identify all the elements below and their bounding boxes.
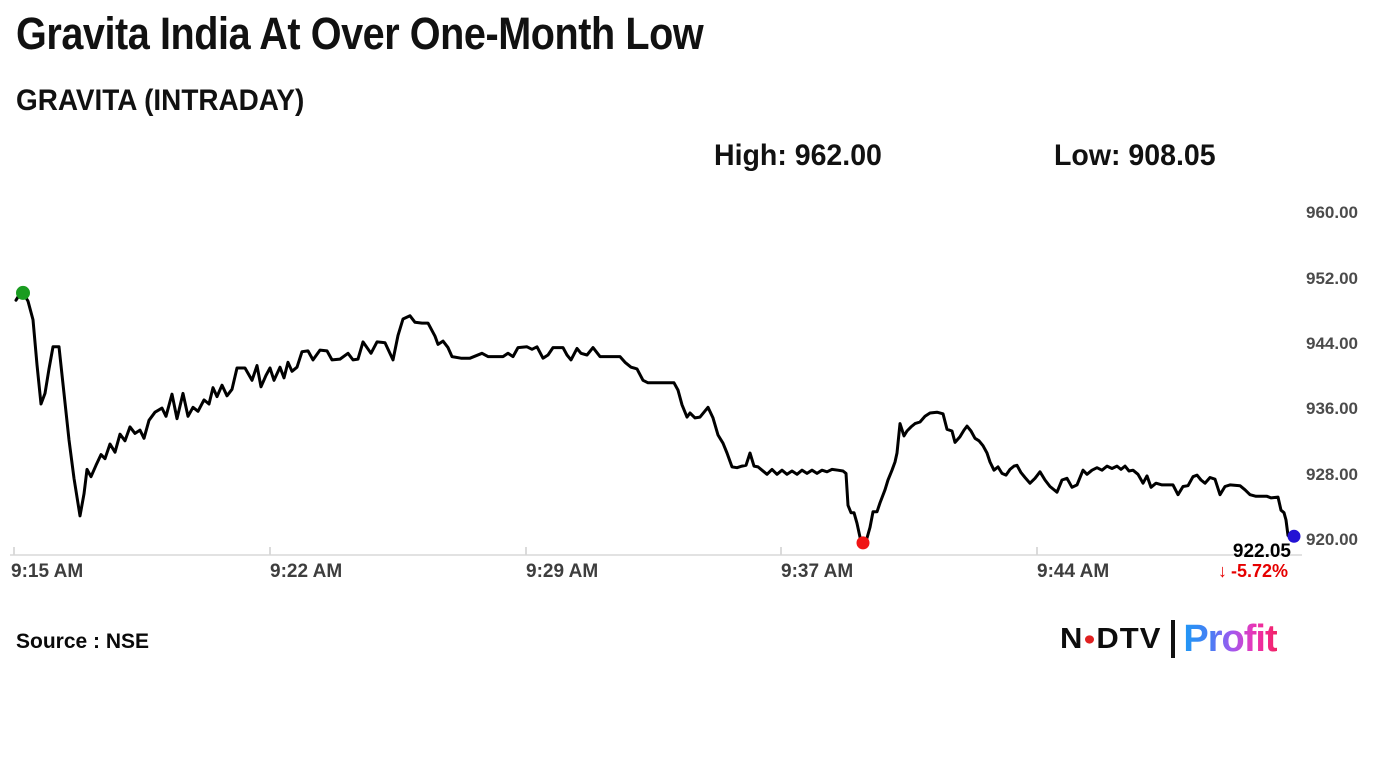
y-axis-tick-label: 944.00 xyxy=(1306,334,1358,353)
last-price-label: 922.05 xyxy=(1232,541,1291,562)
x-axis-tick-label: 9:22 AM xyxy=(270,561,343,582)
source-label: Source : NSE xyxy=(16,630,150,653)
ndtv-profit-logo: N DTV Profit xyxy=(1060,616,1278,662)
chart-title: GRAVITA (INTRADAY) xyxy=(16,84,305,117)
y-axis-tick-label: 936.00 xyxy=(1306,399,1358,418)
red-dot-icon xyxy=(1085,634,1095,644)
profit-wordmark: Profit xyxy=(1183,617,1277,660)
high-value-label: High: 962.00 xyxy=(714,139,882,172)
down-arrow-icon: ↓ xyxy=(1217,561,1227,581)
ndtv-letter-n: N xyxy=(1060,622,1084,655)
y-axis-tick-label: 960.00 xyxy=(1306,203,1358,222)
x-axis-tick-label: 9:15 AM xyxy=(11,561,84,582)
logo-divider xyxy=(1171,620,1176,658)
x-axis-tick-label: 9:44 AM xyxy=(1037,561,1110,582)
x-axis-tick-label: 9:29 AM xyxy=(526,561,599,582)
y-axis-tick-label: 952.00 xyxy=(1306,269,1358,288)
y-axis-tick-label: 920.00 xyxy=(1306,530,1358,549)
page-title: Gravita India At Over One-Month Low xyxy=(16,8,704,59)
change-percent: -5.72% xyxy=(1230,561,1288,581)
low-value-label: Low: 908.05 xyxy=(1054,139,1216,172)
ndtv-wordmark: N DTV xyxy=(1060,622,1161,655)
y-axis-tick-label: 928.00 xyxy=(1306,465,1358,484)
x-axis-tick-label: 9:37 AM xyxy=(781,561,854,582)
change-label: ↓ -5.72% xyxy=(1150,561,1288,582)
ndtv-letters-dtv: DTV xyxy=(1096,622,1162,655)
